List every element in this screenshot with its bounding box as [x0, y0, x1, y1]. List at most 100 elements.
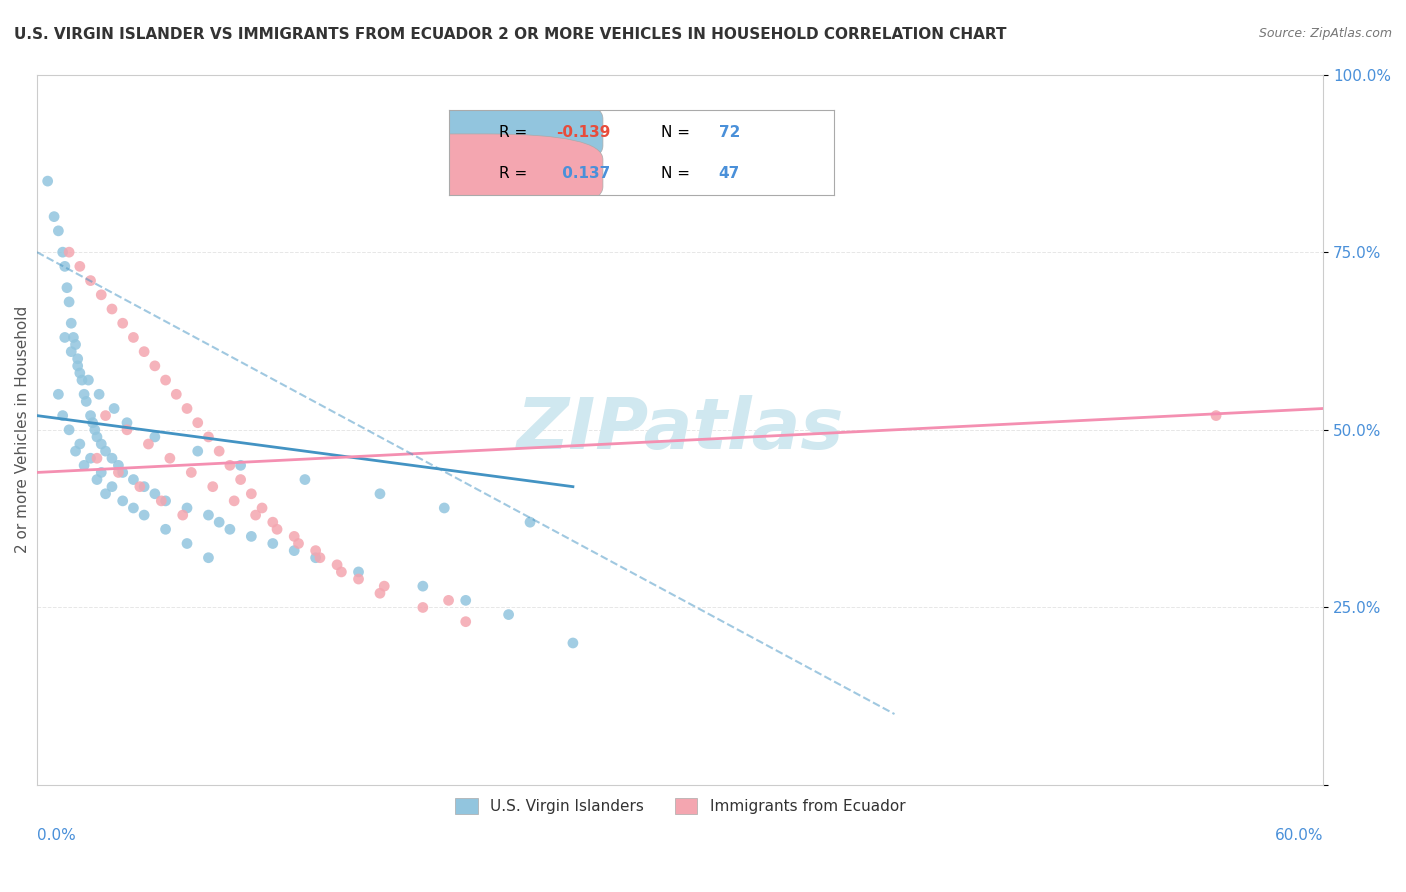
Point	[48, 224, 70, 238]
Point	[42, 210, 65, 224]
Point	[201, 480, 224, 494]
Point	[180, 466, 202, 480]
Point	[115, 416, 138, 430]
Point	[561, 636, 583, 650]
Point	[138, 437, 160, 451]
Point	[107, 458, 129, 473]
Point	[262, 515, 284, 529]
Point	[283, 529, 305, 543]
Point	[287, 536, 309, 550]
Point	[412, 579, 434, 593]
Point	[58, 245, 80, 260]
Point	[69, 366, 91, 380]
Point	[368, 487, 391, 501]
Point	[266, 522, 288, 536]
Point	[53, 330, 76, 344]
Point	[176, 401, 198, 416]
Legend: U.S. Virgin Islanders, Immigrants from Ecuador: U.S. Virgin Islanders, Immigrants from E…	[449, 792, 911, 820]
Point	[176, 536, 198, 550]
Point	[240, 487, 263, 501]
Point	[240, 529, 263, 543]
Point	[208, 515, 231, 529]
Point	[115, 423, 138, 437]
Text: ZIPatlas: ZIPatlas	[516, 395, 844, 465]
Point	[437, 593, 460, 607]
Point	[368, 586, 391, 600]
Point	[107, 466, 129, 480]
Point	[155, 494, 177, 508]
Point	[69, 437, 91, 451]
Point	[172, 508, 194, 522]
Point	[219, 458, 242, 473]
Point	[165, 387, 187, 401]
Point	[143, 359, 166, 373]
Point	[245, 508, 267, 522]
Point	[52, 245, 75, 260]
Point	[134, 480, 156, 494]
Point	[330, 565, 353, 579]
Point	[134, 508, 156, 522]
Point	[86, 430, 108, 444]
Point	[122, 330, 145, 344]
Point	[143, 430, 166, 444]
Point	[58, 423, 80, 437]
Point	[37, 174, 59, 188]
Text: 0.0%: 0.0%	[37, 828, 76, 843]
Point	[197, 430, 219, 444]
Point	[326, 558, 349, 572]
Point	[111, 466, 134, 480]
Point	[229, 473, 252, 487]
Point	[83, 423, 105, 437]
Point	[103, 401, 125, 416]
Point	[1205, 409, 1227, 423]
Point	[77, 373, 100, 387]
Point	[56, 281, 79, 295]
Point	[73, 387, 96, 401]
Point	[73, 458, 96, 473]
Point	[250, 500, 273, 515]
Point	[90, 466, 112, 480]
Point	[197, 508, 219, 522]
Point	[305, 550, 328, 565]
Point	[101, 451, 124, 466]
Point	[262, 536, 284, 550]
Point	[58, 294, 80, 309]
Point	[143, 487, 166, 501]
Point	[94, 487, 117, 501]
Point	[208, 444, 231, 458]
Point	[197, 550, 219, 565]
Point	[82, 416, 104, 430]
Point	[454, 593, 477, 607]
Point	[70, 373, 93, 387]
Point	[433, 500, 456, 515]
Point	[101, 480, 124, 494]
Text: Source: ZipAtlas.com: Source: ZipAtlas.com	[1258, 27, 1392, 40]
Point	[412, 600, 434, 615]
Point	[347, 572, 370, 586]
Point	[53, 260, 76, 274]
Point	[65, 444, 87, 458]
Point	[150, 494, 173, 508]
Point	[60, 344, 83, 359]
Point	[86, 451, 108, 466]
Point	[294, 473, 316, 487]
Point	[79, 409, 101, 423]
Point	[454, 615, 477, 629]
Point	[519, 515, 541, 529]
Point	[79, 274, 101, 288]
Point	[94, 444, 117, 458]
Point	[283, 543, 305, 558]
Point	[69, 260, 91, 274]
Point	[66, 351, 89, 366]
Text: U.S. VIRGIN ISLANDER VS IMMIGRANTS FROM ECUADOR 2 OR MORE VEHICLES IN HOUSEHOLD : U.S. VIRGIN ISLANDER VS IMMIGRANTS FROM …	[14, 27, 1007, 42]
Point	[159, 451, 181, 466]
Point	[219, 522, 242, 536]
Point	[65, 337, 87, 351]
Point	[66, 359, 89, 373]
Point	[101, 301, 124, 316]
Point	[48, 387, 70, 401]
Point	[94, 409, 117, 423]
Point	[111, 316, 134, 330]
Point	[86, 473, 108, 487]
Point	[309, 550, 332, 565]
